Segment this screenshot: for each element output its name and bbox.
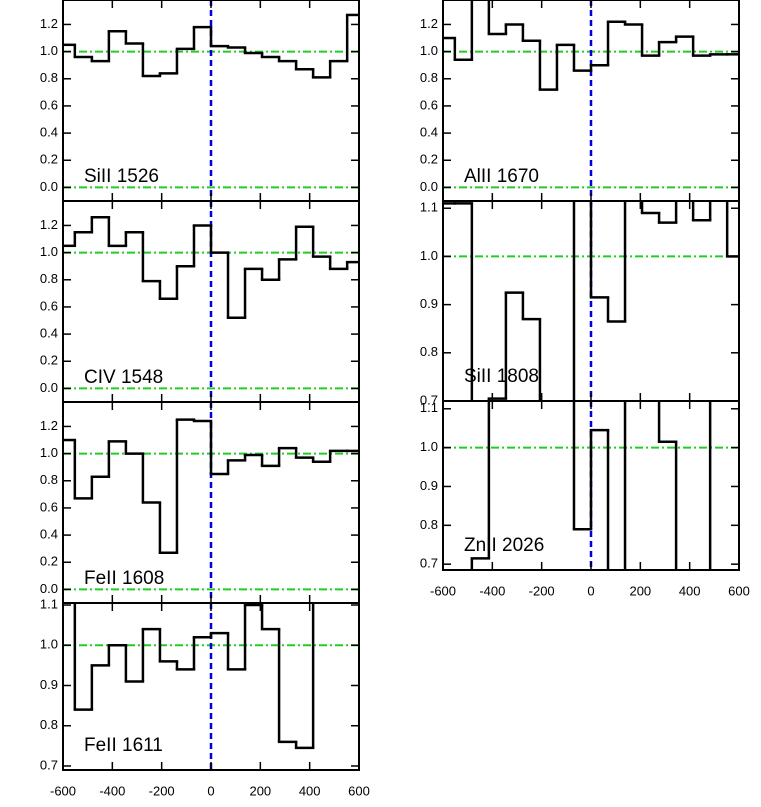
x-tick-label: 400 (299, 783, 321, 798)
plot-area (63, 603, 359, 770)
y-tick-label: 0.7 (420, 556, 438, 571)
y-tick-label: 0.8 (40, 717, 58, 732)
y-tick-label: 1.2 (40, 418, 58, 433)
x-tick-label: 200 (629, 583, 651, 598)
y-tick-label: 0.9 (420, 478, 438, 493)
panel-label: SiII 1526 (84, 166, 159, 187)
y-tick-label: 0.4 (420, 125, 438, 140)
x-tick-label: -600 (430, 583, 456, 598)
x-tick-label: -400 (99, 783, 125, 798)
panel: 0.0 0.2 0.4 0.6 0.8 1.0 1.2 SiII 1526 (40, 0, 360, 202)
y-tick-label: 0.6 (40, 97, 58, 112)
panel: 0.0 0.2 0.4 0.6 0.8 1.0 1.2 AlII 1670 (420, 0, 740, 202)
panel: 0.7 0.8 0.9 1.0 1.1 -600 -400 -200 0 200 400 600 ZnI… (420, 400, 750, 598)
y-tick-label: 1.2 (420, 16, 438, 31)
y-tick-label: 0.0 (40, 380, 58, 395)
y-tick-label: 0.6 (40, 298, 58, 313)
panel-label: FeII 1608 (84, 568, 164, 589)
y-tick-label: 1.2 (40, 217, 58, 232)
plot-area (443, 201, 739, 401)
y-tick-label: 0.9 (40, 677, 58, 692)
y-tick-label: 0.0 (40, 581, 58, 596)
y-tick-label: 0.2 (40, 152, 58, 167)
y-tick-label: 0.4 (40, 326, 58, 341)
y-tick-label: 0.7 (40, 757, 58, 772)
y-tick-label: 0.7 (420, 392, 438, 407)
y-tick-label: 1.0 (40, 244, 58, 259)
x-tick-label: 600 (348, 783, 370, 798)
plot-area (443, 401, 739, 570)
y-tick-label: 0.6 (420, 97, 438, 112)
y-tick-label: 0.8 (40, 70, 58, 85)
x-tick-label: -400 (479, 583, 505, 598)
panel-label: AlII 1670 (464, 166, 539, 187)
x-tick-label: -600 (50, 783, 76, 798)
y-tick-label: 1.0 (420, 248, 438, 263)
panel-label: FeII 1611 (84, 735, 163, 756)
plot-area (443, 0, 739, 201)
x-tick-label: 400 (679, 583, 701, 598)
plot-area (63, 0, 359, 201)
y-tick-label: 0.2 (420, 152, 438, 167)
y-tick-label: 1.1 (40, 596, 58, 611)
x-tick-label: 0 (587, 583, 594, 598)
y-tick-label: 0.8 (420, 517, 438, 532)
panel-label: SiII 1808 (464, 366, 539, 387)
y-tick-label: 1.0 (420, 439, 438, 454)
y-tick-label: 0.8 (420, 344, 438, 359)
y-tick-label: 0.9 (420, 296, 438, 311)
y-tick-label: 1.2 (40, 16, 58, 31)
y-tick-label: 1.0 (40, 43, 58, 58)
plot-area (63, 402, 359, 603)
y-tick-label: 1.1 (420, 200, 438, 215)
y-tick-label: 0.4 (40, 527, 58, 542)
y-tick-label: 0.8 (420, 70, 438, 85)
y-tick-label: 0.2 (40, 554, 58, 569)
y-tick-label: 0.0 (40, 179, 58, 194)
x-tick-label: 0 (207, 783, 214, 798)
x-tick-label: 600 (728, 583, 750, 598)
y-tick-label: 0.8 (40, 472, 58, 487)
y-tick-label: 0.4 (40, 125, 58, 140)
panel: 0.7 0.8 0.9 1.0 1.1 SiII 1808 (420, 200, 740, 407)
y-tick-label: 1.0 (420, 43, 438, 58)
y-tick-label: 1.0 (40, 445, 58, 460)
panel: 0.0 0.2 0.4 0.6 0.8 1.0 1.2 CIV 1548 (40, 200, 360, 403)
plot-area (63, 201, 359, 402)
y-tick-label: 0.2 (40, 353, 58, 368)
panel-label: ZnII 2026 (464, 535, 544, 556)
y-tick-label: 1.1 (420, 400, 438, 415)
y-tick-label: 0.0 (420, 179, 438, 194)
x-tick-label: -200 (149, 783, 175, 798)
y-tick-label: 0.6 (40, 499, 58, 514)
y-tick-label: 1.0 (40, 637, 58, 652)
panel: 0.0 0.2 0.4 0.6 0.8 1.0 1.2 FeII 1608 (40, 401, 360, 604)
x-tick-label: 200 (249, 783, 271, 798)
y-tick-label: 0.8 (40, 271, 58, 286)
panel: 0.7 0.8 0.9 1.0 1.1 -600 -400 -200 0 200 400 600 FeI… (40, 596, 370, 798)
x-tick-label: -200 (529, 583, 555, 598)
panel-label: CIV 1548 (84, 367, 163, 388)
